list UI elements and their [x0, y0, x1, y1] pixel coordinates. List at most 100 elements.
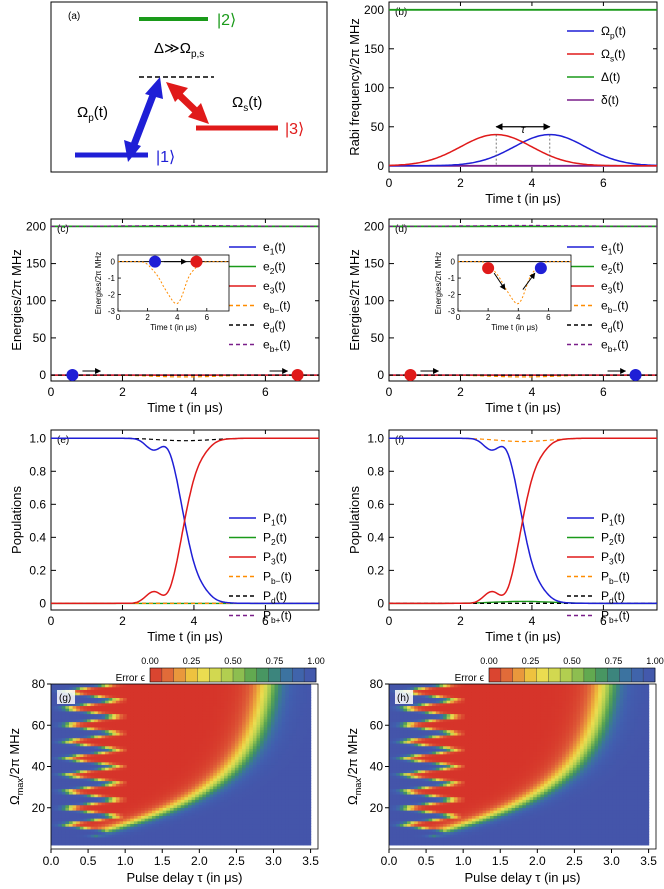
heatmap-cell	[267, 721, 272, 725]
heatmap-cell	[231, 734, 236, 739]
heatmap-cell	[51, 826, 56, 830]
heatmap-cell	[245, 756, 250, 760]
heatmap-cell	[177, 810, 182, 814]
heatmap-cell	[238, 783, 243, 787]
heatmap-cell	[108, 828, 113, 833]
heatmap-cell	[245, 753, 250, 757]
heatmap-cell	[392, 710, 397, 715]
heatmap-cell	[144, 708, 149, 712]
heatmap-cell	[105, 812, 110, 816]
heatmap-cell	[69, 836, 74, 841]
heatmap-cell	[126, 831, 131, 835]
heatmap-cell	[242, 799, 247, 803]
heatmap-cell	[252, 828, 258, 833]
heatmap-cell	[108, 764, 113, 768]
heatmap-cell	[90, 742, 95, 747]
heatmap-cell	[209, 828, 214, 833]
heatmap-cell	[166, 769, 171, 774]
heatmap-cell	[90, 780, 95, 784]
legend-entry-main: e	[263, 318, 270, 332]
heatmap-cell	[51, 764, 56, 768]
heatmap-cell	[105, 815, 110, 819]
heatmap-cell	[155, 820, 160, 825]
heatmap-cell	[216, 780, 222, 784]
heatmap-cell	[123, 702, 128, 707]
heatmap-cell	[94, 684, 99, 688]
heatmap-cell	[126, 718, 131, 723]
heatmap-cell	[392, 839, 397, 843]
heatmap-cell	[65, 756, 70, 760]
heatmap-cell	[288, 810, 294, 814]
heatmap-cell	[61, 742, 67, 747]
heatmap-cell	[281, 839, 286, 843]
heatmap-cell	[123, 686, 128, 690]
heatmap-cell	[260, 705, 265, 709]
heatmap-cell	[198, 700, 204, 704]
heatmap-cell	[51, 783, 56, 787]
heatmap-cell	[389, 777, 394, 782]
heatmap-cell	[54, 772, 59, 776]
heatmap-cell	[177, 686, 182, 690]
heatmap-cell	[392, 788, 397, 792]
heatmap-cell	[285, 692, 290, 696]
heatmap-cell	[54, 686, 59, 690]
heatmap-cell	[123, 761, 128, 766]
heatmap-cell	[252, 716, 258, 720]
heatmap-cell	[220, 694, 225, 699]
heatmap-cell	[306, 737, 312, 741]
heatmap-cell	[162, 734, 167, 739]
heatmap-cell	[162, 780, 167, 784]
heatmap-cell	[202, 796, 207, 800]
heatmap-cell	[79, 732, 85, 736]
y-tick-label: 0.6	[367, 497, 384, 511]
heatmap-cell	[188, 793, 193, 798]
heatmap-cell	[90, 807, 95, 811]
heatmap-cell	[288, 742, 294, 747]
legend-entry-sub: d	[271, 596, 276, 606]
heatmap-cell	[108, 842, 113, 846]
heatmap-cell	[79, 753, 85, 757]
heatmap-cell	[126, 764, 131, 768]
heatmap-cell	[151, 705, 157, 709]
x-tick-label: 1.0	[117, 854, 134, 868]
heatmap-cell	[249, 702, 254, 707]
heatmap-cell	[54, 742, 59, 747]
heatmap-cell	[155, 815, 160, 819]
legend-entry: e1(t)	[601, 240, 624, 257]
heatmap-cell	[296, 737, 301, 741]
heatmap-cell	[198, 686, 204, 690]
heatmap-cell	[155, 791, 160, 795]
heatmap-cell	[245, 737, 250, 741]
heatmap-cell	[281, 692, 286, 696]
heatmap-cell	[260, 732, 265, 736]
heatmap-cell	[256, 777, 261, 782]
colorbar-swatch	[256, 668, 269, 682]
heatmap-cell	[206, 815, 211, 819]
heatmap-cell	[159, 756, 164, 760]
heatmap-cell	[256, 721, 261, 725]
heatmap-cell	[101, 753, 106, 757]
heatmap-cell	[256, 705, 261, 709]
heatmap-cell	[90, 836, 95, 841]
heatmap-cell	[112, 708, 117, 712]
heatmap-cell	[299, 769, 304, 774]
heatmap-cell	[119, 791, 124, 795]
heatmap-cell	[76, 826, 81, 830]
heatmap-cell	[206, 761, 211, 766]
heatmap-cell	[303, 812, 308, 816]
heatmap-cell	[130, 764, 135, 768]
heatmap-cell	[83, 745, 88, 749]
heatmap-cell	[256, 692, 261, 696]
heatmap-cell	[252, 801, 258, 806]
heatmap-cell	[234, 700, 240, 704]
heatmap-cell	[202, 726, 207, 731]
heatmap-cell	[392, 828, 397, 833]
heatmap-cell	[285, 713, 290, 717]
heatmap-cell	[238, 807, 243, 811]
heatmap-cell	[166, 820, 171, 825]
heatmap-cell	[202, 804, 207, 808]
heatmap-cell	[105, 828, 110, 833]
heatmap-cell	[83, 759, 88, 763]
heatmap-cell	[155, 726, 160, 731]
heatmap-cell	[115, 818, 121, 822]
